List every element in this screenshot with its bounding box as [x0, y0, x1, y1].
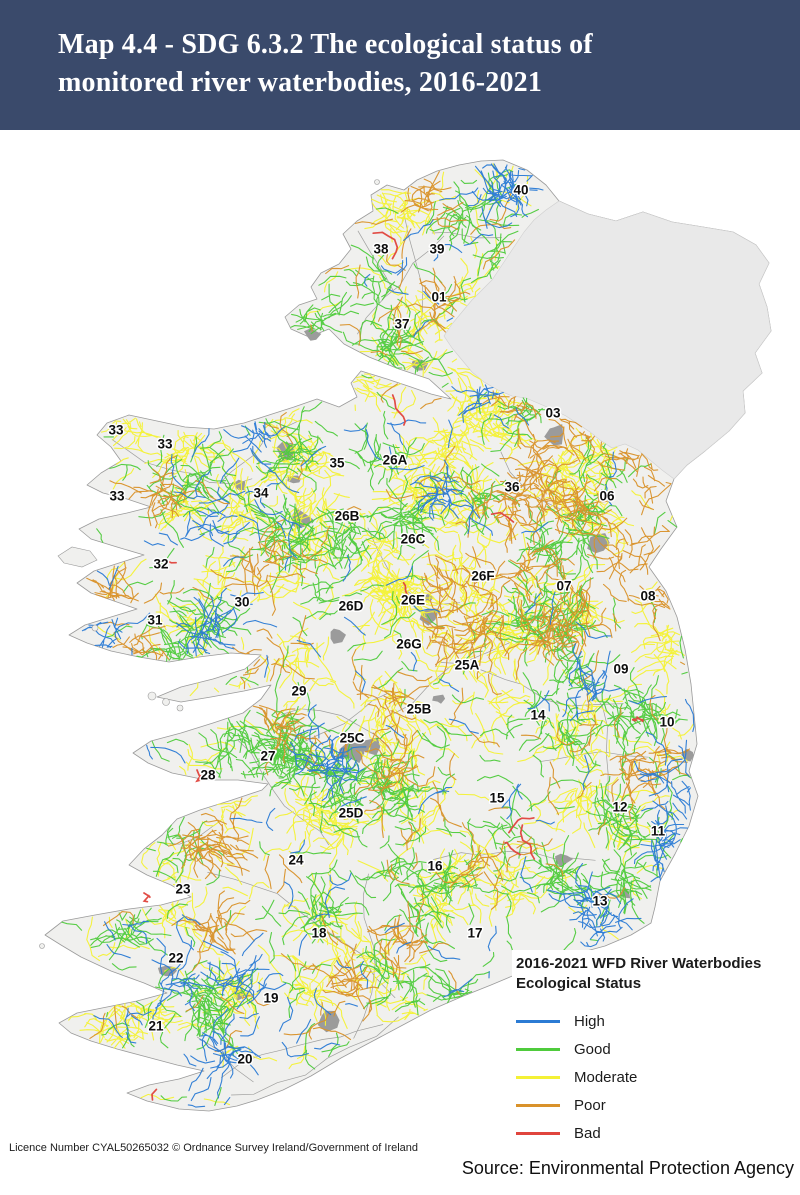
legend-item-poor: Poor [516, 1091, 792, 1119]
map-title: Map 4.4 - SDG 6.3.2 The ecological statu… [58, 29, 593, 98]
legend-title: 2016-2021 WFD River Waterbodies Ecologic… [516, 955, 762, 992]
small-island [374, 179, 380, 185]
region-label-33: 33 [157, 437, 173, 452]
rivers-bad [142, 231, 645, 1101]
region-label-32: 32 [153, 557, 168, 572]
region-label-09: 09 [613, 662, 628, 677]
legend-line-bad [516, 1131, 560, 1135]
small-island [162, 698, 170, 706]
region-label-25A: 25A [455, 658, 480, 673]
legend-label: High [574, 1012, 605, 1030]
region-label-27: 27 [260, 749, 275, 764]
region-label-25C: 25C [340, 731, 365, 746]
legend-item-bad: Bad [516, 1119, 792, 1147]
northern-ireland-area [443, 200, 772, 480]
region-label-26D: 26D [339, 599, 364, 614]
region-label-35: 35 [329, 456, 345, 471]
legend-label: Good [574, 1040, 611, 1058]
offshore-islands [39, 179, 380, 949]
legend: 2016-2021 WFD River Waterbodies Ecologic… [512, 950, 792, 1149]
region-label-26B: 26B [335, 509, 360, 524]
region-label-07: 07 [556, 579, 571, 594]
region-label-08: 08 [640, 589, 656, 604]
legend-label: Poor [574, 1096, 606, 1114]
licence-text: Licence Number CYAL50265032 © Ordnance S… [9, 1142, 419, 1154]
small-island [176, 704, 184, 712]
region-label-18: 18 [311, 926, 327, 941]
region-label-14: 14 [530, 708, 546, 723]
legend-line-high [516, 1019, 560, 1023]
region-label-20: 20 [237, 1052, 252, 1067]
legend-line-moderate [516, 1075, 560, 1079]
region-label-25D: 25D [339, 806, 364, 821]
region-label-03: 03 [545, 406, 561, 421]
region-label-15: 15 [489, 791, 505, 806]
legend-label: Bad [574, 1124, 601, 1142]
header-banner: Map 4.4 - SDG 6.3.2 The ecological statu… [0, 0, 800, 130]
legend-line-poor [516, 1103, 560, 1107]
region-label-26A: 26A [383, 453, 408, 468]
region-label-26G: 26G [396, 637, 422, 652]
region-label-38: 38 [373, 242, 389, 257]
region-label-31: 31 [147, 613, 163, 628]
region-label-11: 11 [651, 824, 666, 839]
region-label-17: 17 [467, 926, 482, 941]
region-label-33: 33 [109, 489, 125, 504]
region-label-25B: 25B [407, 702, 432, 717]
legend-item-moderate: Moderate [516, 1063, 792, 1091]
region-label-06: 06 [599, 489, 615, 504]
rivers-high [81, 163, 695, 1108]
region-label-16: 16 [427, 859, 443, 874]
region-label-01: 01 [431, 290, 447, 305]
region-label-28: 28 [200, 768, 216, 783]
region-label-37: 37 [394, 317, 409, 332]
region-label-39: 39 [429, 242, 444, 257]
region-label-36: 36 [504, 480, 520, 495]
region-label-26F: 26F [471, 569, 494, 584]
small-island [91, 624, 99, 632]
region-label-33: 33 [108, 423, 124, 438]
region-label-19: 19 [263, 991, 278, 1006]
legend-line-good [516, 1047, 560, 1051]
region-label-40: 40 [513, 183, 528, 198]
region-labels: 40 38 39 01 37 03 33 33 33 35 26A 36 06 34 26B 26C 32 26F… [107, 181, 676, 1068]
legend-items: High Good Moderate Poor Bad [516, 1007, 792, 1147]
legend-item-high: High [516, 1007, 792, 1035]
region-label-26E: 26E [401, 593, 425, 608]
legend-label: Moderate [574, 1068, 638, 1086]
small-island [39, 943, 45, 949]
source-text: Source: Environmental Protection Agency [461, 1158, 794, 1178]
region-label-21: 21 [148, 1019, 164, 1034]
legend-item-good: Good [516, 1035, 792, 1063]
region-label-12: 12 [612, 800, 627, 815]
region-label-23: 23 [175, 882, 191, 897]
urban-area-patches [157, 328, 694, 1033]
region-label-30: 30 [234, 595, 249, 610]
region-label-22: 22 [168, 951, 183, 966]
region-label-34: 34 [253, 486, 269, 501]
region-label-29: 29 [291, 684, 306, 699]
island-achill [57, 546, 98, 568]
small-island [147, 691, 157, 701]
region-label-24: 24 [288, 853, 304, 868]
region-label-10: 10 [659, 715, 674, 730]
region-label-13: 13 [592, 894, 608, 909]
region-label-26C: 26C [401, 532, 426, 547]
